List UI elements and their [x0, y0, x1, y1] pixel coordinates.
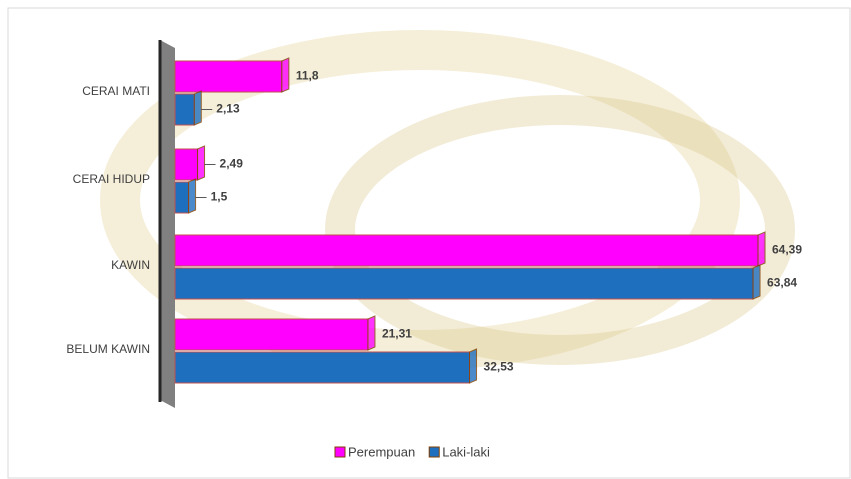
legend-swatch [428, 446, 440, 458]
y-tick-label: BELUM KAWIN [66, 342, 150, 356]
bar [174, 181, 190, 214]
background-ring [100, 30, 740, 370]
y-tick-label: CERAI MATI [82, 84, 150, 98]
bar-side [193, 90, 202, 126]
value-label: 2,49 [220, 157, 244, 171]
bar [174, 318, 369, 351]
value-label: 64,39 [772, 243, 802, 257]
bar [174, 234, 759, 267]
value-label: 2,13 [216, 102, 240, 116]
value-label: 11,8 [296, 69, 319, 83]
bar [174, 267, 754, 300]
bar-side [752, 264, 761, 300]
value-label: 1,5 [211, 190, 228, 204]
bar-side [281, 57, 290, 93]
value-label: 63,84 [767, 276, 797, 290]
bar-side [188, 178, 197, 214]
axis-wall [160, 40, 175, 408]
y-tick-label: KAWIN [111, 258, 150, 272]
legend-label: Laki-laki [442, 444, 490, 459]
bar [174, 93, 195, 126]
bar-side [757, 231, 766, 267]
bar [174, 60, 283, 93]
y-tick-label: CERAI HIDUP [73, 172, 150, 186]
bar [174, 148, 199, 181]
value-label: 21,31 [382, 327, 412, 341]
legend-swatch [334, 446, 346, 458]
value-label: 32,53 [484, 360, 514, 374]
background-ring [325, 95, 795, 365]
bar [174, 351, 471, 384]
legend-label: Perempuan [348, 444, 415, 459]
bar-side [367, 315, 376, 351]
bar-side [197, 145, 206, 181]
bar-side [469, 348, 478, 384]
